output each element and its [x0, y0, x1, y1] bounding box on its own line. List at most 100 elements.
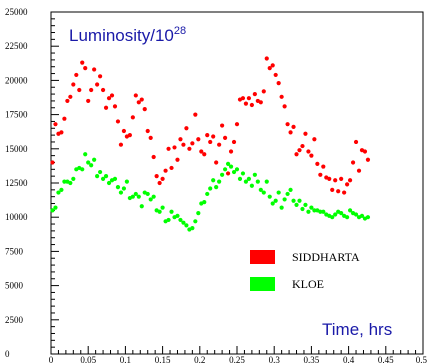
data-point [196, 210, 201, 216]
data-point [100, 176, 106, 181]
chart-title-exponent: 28 [174, 25, 186, 37]
data-point [109, 93, 115, 98]
data-point [273, 72, 278, 78]
data-point [333, 212, 338, 217]
data-point [282, 104, 287, 109]
data-point [50, 160, 55, 165]
data-point [276, 190, 281, 195]
data-point [139, 97, 144, 102]
legend-swatch-siddharta [250, 250, 275, 264]
x-tick-label: 0.5 [416, 355, 428, 363]
data-point [294, 202, 299, 207]
data-point [92, 157, 97, 162]
data-point [258, 100, 263, 105]
data-point [303, 202, 308, 207]
y-tick-label: 5000 [5, 281, 24, 291]
data-point [133, 93, 138, 98]
data-point [50, 208, 55, 213]
series-kloe [50, 152, 371, 232]
y-tick-label: 22500 [5, 41, 28, 51]
data-point [333, 178, 338, 183]
data-point [169, 165, 174, 171]
data-point [193, 112, 198, 117]
data-point [261, 190, 266, 195]
data-point [151, 194, 156, 199]
data-point [359, 213, 365, 218]
data-point [220, 172, 225, 177]
x-tick-label: 0.15 [155, 355, 171, 363]
data-point [214, 160, 219, 165]
series-siddharta [50, 56, 371, 195]
data-point [115, 119, 121, 124]
data-point [211, 134, 216, 139]
data-point [240, 171, 246, 176]
data-point [136, 100, 141, 105]
data-point [133, 191, 138, 197]
data-point [246, 176, 252, 181]
data-point [166, 146, 171, 151]
data-point [118, 190, 124, 195]
data-point [267, 194, 272, 199]
data-point [228, 164, 234, 169]
data-point [243, 101, 249, 106]
data-point [169, 209, 174, 214]
data-point [225, 171, 231, 176]
data-point [95, 174, 100, 179]
data-point [142, 107, 147, 112]
data-point [279, 94, 284, 99]
data-point [264, 56, 269, 61]
data-point [255, 179, 260, 184]
data-point [190, 141, 195, 146]
data-point [115, 185, 121, 190]
y-tick-label: 7500 [5, 246, 24, 256]
legend-label-kloe: KLOE [292, 277, 324, 291]
data-point [74, 72, 79, 78]
data-point [365, 215, 371, 220]
data-point [184, 126, 189, 131]
y-tick-label: 20000 [5, 75, 28, 85]
data-point [291, 198, 296, 203]
data-point [208, 139, 213, 145]
y-tick-label: 15000 [5, 144, 28, 154]
data-point [273, 198, 278, 203]
data-point [252, 172, 257, 177]
data-point [71, 82, 76, 87]
data-point [315, 161, 320, 166]
data-point [231, 139, 237, 145]
data-point [112, 176, 118, 181]
data-point [62, 179, 67, 184]
data-point [228, 149, 234, 154]
data-point [178, 217, 183, 223]
x-tick-label: 0.45 [378, 355, 394, 363]
data-point [139, 204, 144, 209]
data-point [291, 124, 296, 130]
data-point [252, 91, 257, 97]
data-point [121, 128, 127, 134]
data-point [80, 60, 85, 65]
x-tick-label: 0 [49, 355, 54, 363]
data-point [222, 167, 228, 172]
data-point [225, 161, 231, 166]
x-axis-label: Time, hrs [322, 320, 392, 339]
data-point [303, 131, 308, 136]
data-point [124, 179, 129, 184]
legend-label-siddharta: SIDDHARTA [292, 250, 360, 264]
data-point [240, 96, 246, 101]
data-point [160, 176, 165, 181]
y-tick-label: 17500 [5, 110, 28, 120]
legend-swatch-kloe [250, 277, 275, 291]
y-tick-label: 0 [5, 349, 10, 359]
data-point [190, 226, 195, 231]
data-point [318, 209, 323, 214]
data-point [211, 178, 216, 183]
data-point [127, 133, 132, 138]
data-point [222, 135, 228, 140]
data-point [59, 130, 64, 135]
data-point [347, 208, 353, 213]
data-point [217, 179, 222, 184]
data-point [282, 197, 287, 202]
data-point [86, 98, 91, 104]
data-point [237, 176, 243, 181]
data-point [339, 210, 344, 216]
data-point [231, 169, 237, 175]
